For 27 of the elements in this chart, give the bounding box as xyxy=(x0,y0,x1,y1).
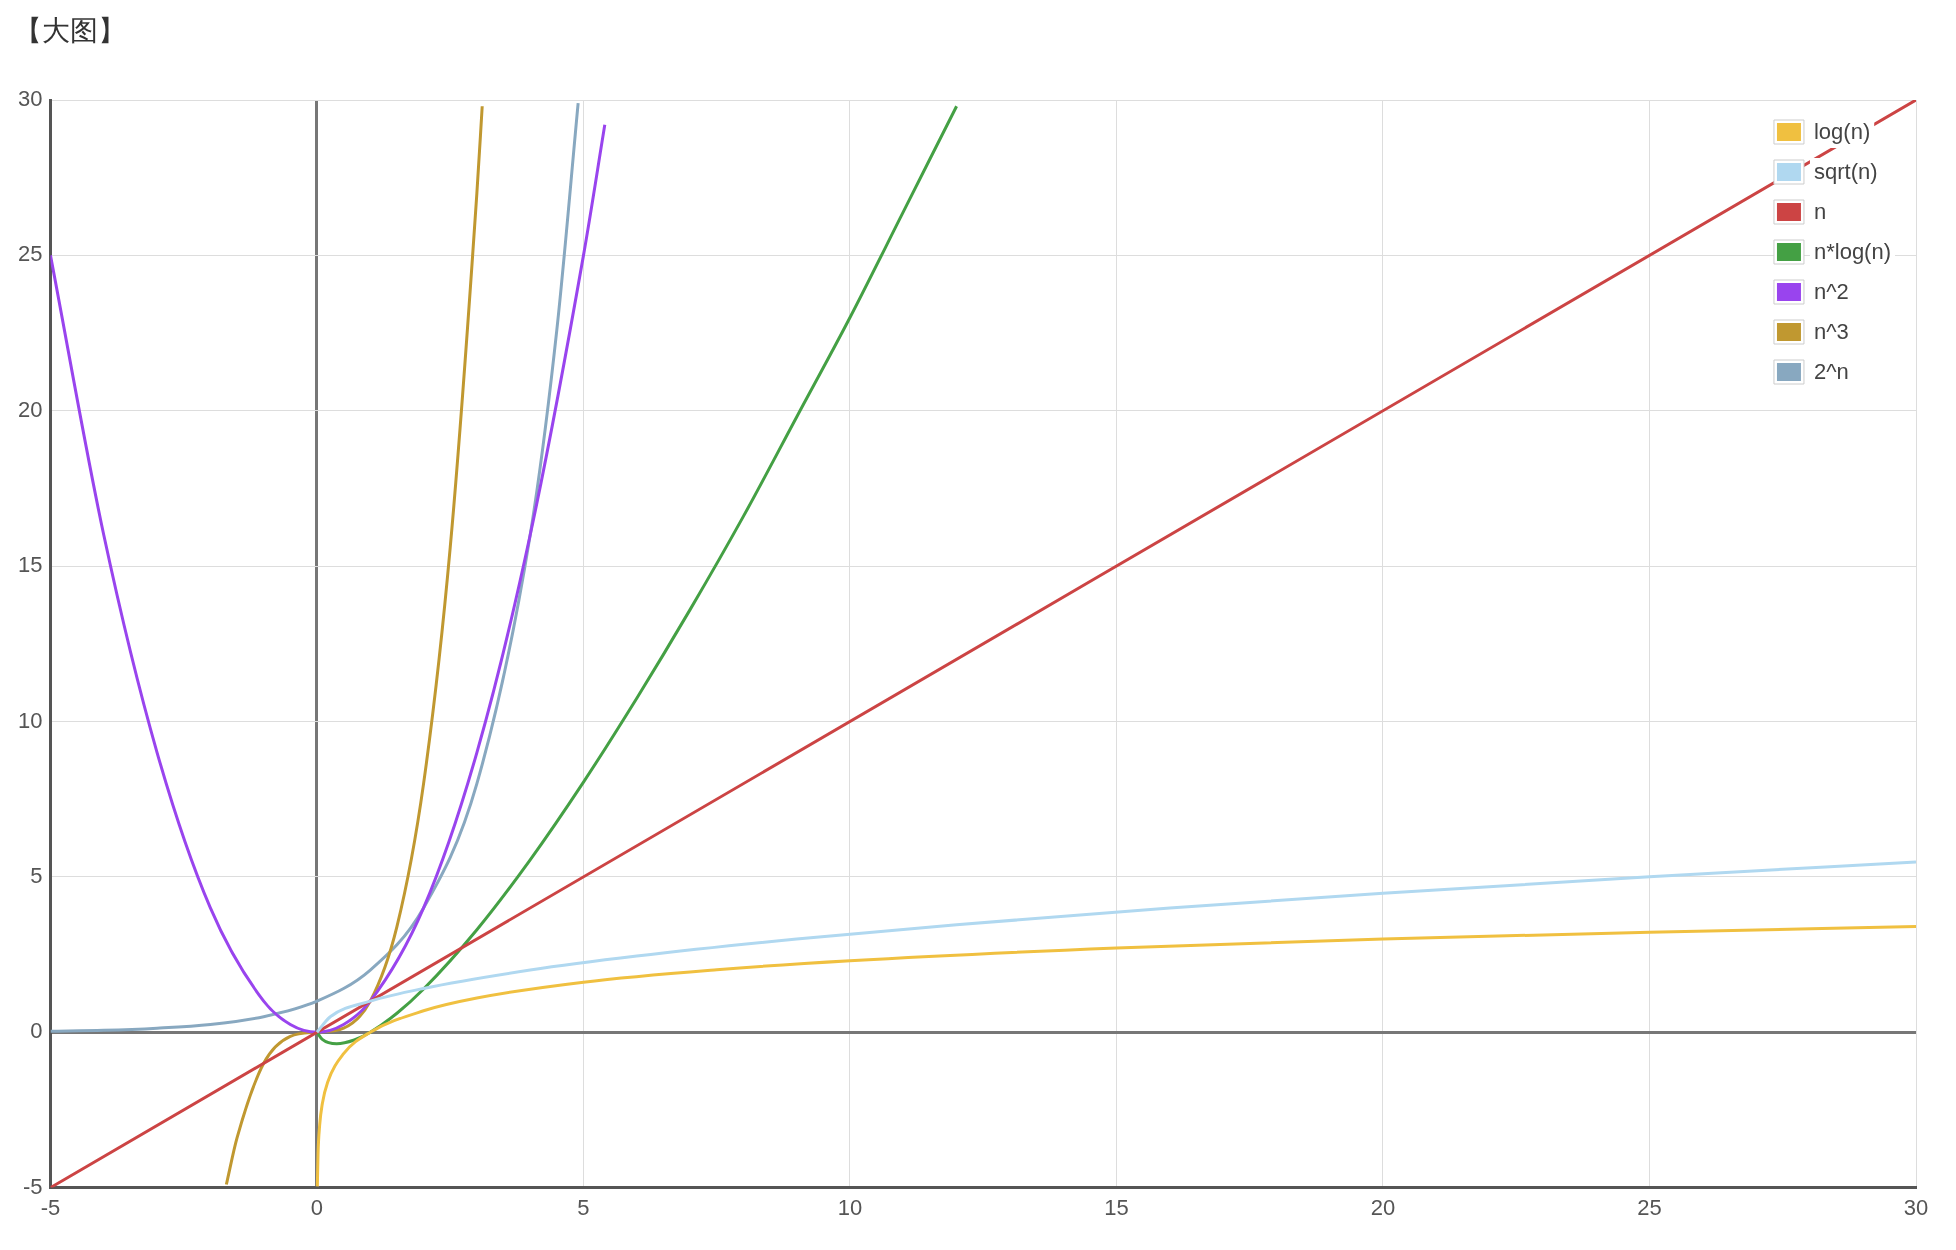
y-tick-label: 25 xyxy=(17,241,43,267)
line-series xyxy=(315,860,1916,1034)
x-tick-label: 10 xyxy=(837,1194,863,1220)
x-tick-label: 5 xyxy=(577,1194,590,1220)
x-tick-label: 30 xyxy=(1903,1194,1929,1220)
x-tick-label: 0 xyxy=(310,1194,324,1220)
legend-label: n^2 xyxy=(1813,279,1849,305)
line-series xyxy=(224,104,484,1186)
line-series xyxy=(315,925,1916,1188)
x-tick-label: 15 xyxy=(1104,1194,1129,1220)
legend-label: log(n) xyxy=(1813,119,1871,145)
legend-label: sqrt(n) xyxy=(1813,159,1878,185)
y-tick-label: 0 xyxy=(30,1018,43,1044)
y-tick-label: 20 xyxy=(17,396,43,422)
legend-label: n^3 xyxy=(1813,319,1849,345)
legend-label: n xyxy=(1813,199,1827,225)
y-tick-label: 10 xyxy=(17,707,43,733)
chart-title: 【大图】 xyxy=(14,13,126,49)
legend-label: 2^n xyxy=(1813,359,1849,385)
y-tick-label: 30 xyxy=(17,86,43,112)
x-tick-label: 25 xyxy=(1637,1194,1662,1220)
line-series xyxy=(315,104,959,1046)
y-tick-label: 15 xyxy=(17,552,43,578)
x-tick-label: 20 xyxy=(1370,1194,1396,1220)
y-tick-label: -5 xyxy=(22,1173,43,1199)
legend-label: n*log(n) xyxy=(1813,239,1891,265)
y-tick-label: 5 xyxy=(30,862,43,888)
